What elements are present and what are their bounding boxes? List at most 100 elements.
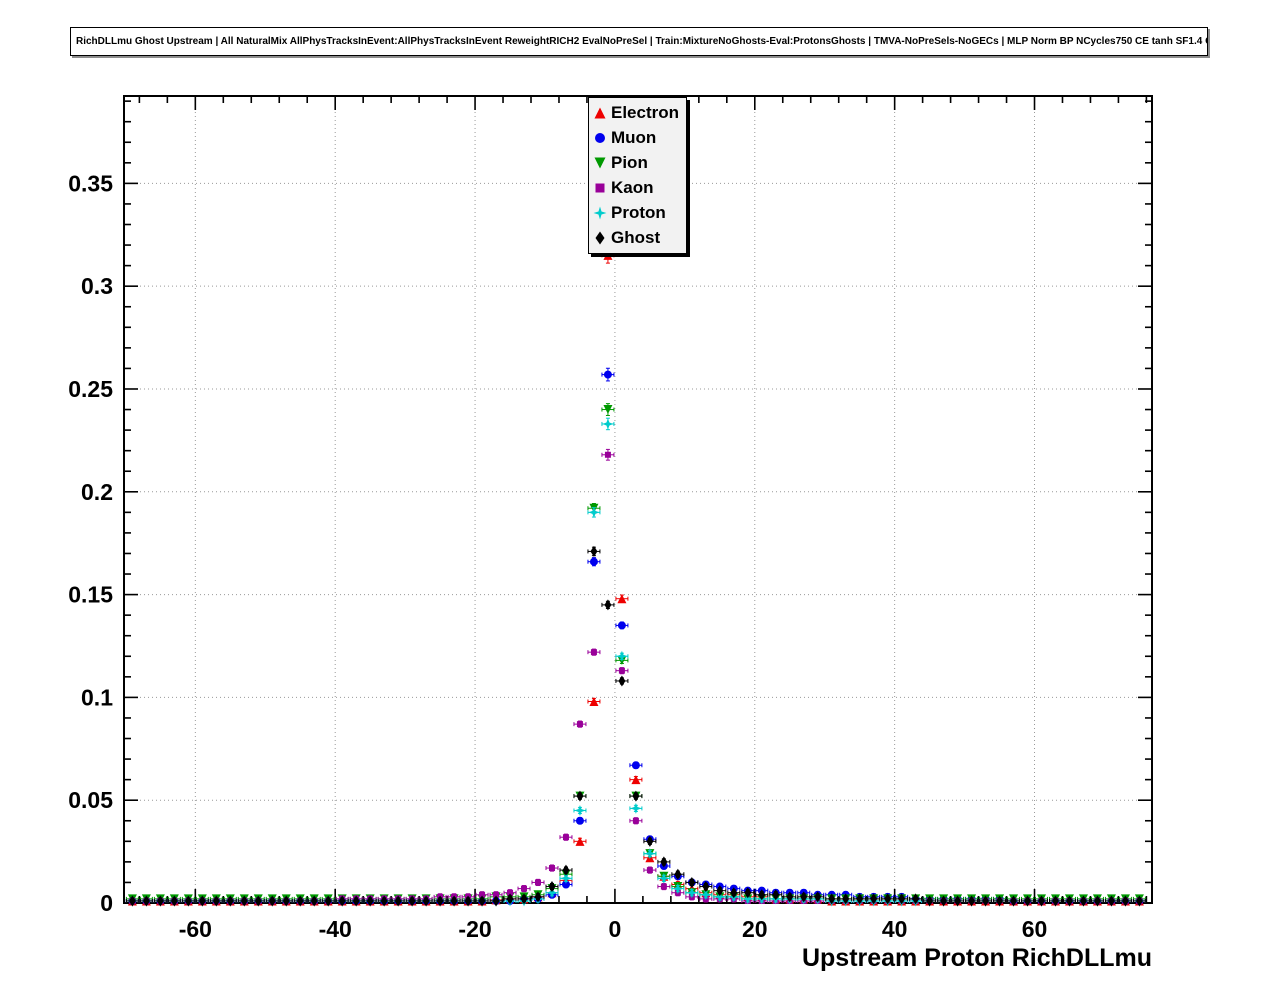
marker-diamond: [506, 893, 514, 905]
marker-diamond: [198, 895, 206, 907]
marker-diamond: [394, 895, 402, 907]
marker-circle: [589, 557, 598, 566]
marker-diamond: [898, 893, 906, 905]
marker-circle: [603, 370, 612, 379]
marker-square: [521, 885, 528, 892]
marker-circle: [631, 761, 640, 770]
marker-triangle-up: [617, 594, 627, 604]
marker-diamond: [1051, 895, 1059, 907]
marker-diamond: [296, 895, 304, 907]
marker-diamond: [268, 895, 276, 907]
x-tick-label: 0: [609, 916, 622, 942]
marker-diamond: [436, 895, 444, 907]
marker-star: [616, 650, 628, 662]
legend-label: Kaon: [611, 178, 654, 197]
marker-diamond: [786, 891, 794, 903]
marker-diamond: [772, 889, 780, 901]
marker-diamond: [1107, 895, 1115, 907]
marker-diamond: [954, 895, 962, 907]
y-tick-label: 0.2: [81, 479, 113, 505]
marker-star: [588, 506, 600, 518]
marker-diamond: [170, 895, 178, 907]
plot-frame: [123, 95, 1153, 904]
marker-star: [644, 848, 656, 860]
marker-diamond: [982, 895, 990, 907]
marker-diamond: [1093, 895, 1101, 907]
y-tick-label: 0.1: [81, 684, 113, 710]
marker-star: [546, 887, 558, 899]
marker-circle: [575, 816, 584, 825]
marker-star: [602, 418, 614, 430]
marker-circle: [561, 880, 570, 889]
marker-diamond: [940, 895, 948, 907]
marker-diamond: [646, 835, 654, 847]
marker-diamond: [380, 895, 388, 907]
marker-square: [660, 883, 667, 890]
legend-label: Muon: [611, 128, 657, 147]
legend-label: Proton: [611, 203, 666, 222]
y-tick-label: 0.05: [68, 787, 113, 813]
marker-circle: [617, 621, 626, 630]
marker-star: [714, 891, 726, 903]
marker-diamond: [688, 876, 696, 888]
marker-star: [672, 883, 684, 895]
star-icon: [593, 206, 607, 219]
marker-square: [646, 867, 653, 874]
marker-diamond: [240, 895, 248, 907]
legend-label: Pion: [611, 153, 648, 172]
marker-triangle-up: [589, 697, 599, 707]
marker-diamond: [632, 790, 640, 802]
marker-diamond: [366, 895, 374, 907]
series-muon: [125, 367, 1146, 905]
triangle-down-icon: [594, 157, 606, 168]
marker-diamond: [996, 895, 1004, 907]
marker-diamond: [1010, 895, 1018, 907]
series-ghost: [125, 545, 1146, 907]
legend-entry-electron: Electron: [589, 100, 686, 125]
marker-star: [630, 802, 642, 814]
marker-diamond: [450, 895, 458, 907]
marker-diamond: [548, 881, 556, 893]
marker-diamond: [870, 893, 878, 905]
legend-entry-muon: Muon: [589, 125, 686, 150]
marker-diamond: [814, 891, 822, 903]
marker-triangle-up: [631, 775, 641, 785]
y-tick-label: 0.3: [81, 273, 113, 299]
legend: Electron Muon Pion Kaon Proton Ghost: [588, 97, 687, 254]
marker-triangle-up: [603, 250, 613, 260]
marker-star: [742, 893, 754, 905]
marker-square: [590, 649, 597, 656]
marker-diamond: [576, 790, 584, 802]
marker-diamond: [324, 895, 332, 907]
marker-diamond: [492, 895, 500, 907]
plot-title: RichDLLmu Ghost Upstream | All NaturalMi…: [76, 36, 1208, 47]
marker-square: [604, 451, 611, 458]
marker-triangle-down: [603, 405, 613, 415]
marker-diamond: [310, 895, 318, 907]
triangle-up-icon: [594, 107, 606, 118]
marker-diamond: [142, 895, 150, 907]
marker-square: [479, 891, 486, 898]
marker-star: [560, 872, 572, 884]
marker-diamond: [1038, 895, 1046, 907]
diamond-icon: [595, 231, 605, 244]
marker-diamond: [520, 893, 528, 905]
y-tick-label: 0: [100, 890, 113, 916]
marker-diamond: [828, 893, 836, 905]
marker-diamond: [660, 856, 668, 868]
legend-entry-kaon: Kaon: [589, 175, 686, 200]
marker-diamond: [282, 895, 290, 907]
marker-star: [574, 804, 586, 816]
marker-diamond: [156, 895, 164, 907]
marker-diamond: [338, 895, 346, 907]
x-tick-label: -40: [319, 916, 352, 942]
marker-diamond: [128, 895, 136, 907]
y-tick-label: 0.15: [68, 582, 113, 608]
marker-star: [700, 889, 712, 901]
marker-diamond: [562, 864, 570, 876]
x-tick-label: -20: [458, 916, 491, 942]
marker-star: [686, 887, 698, 899]
marker-diamond: [184, 895, 192, 907]
